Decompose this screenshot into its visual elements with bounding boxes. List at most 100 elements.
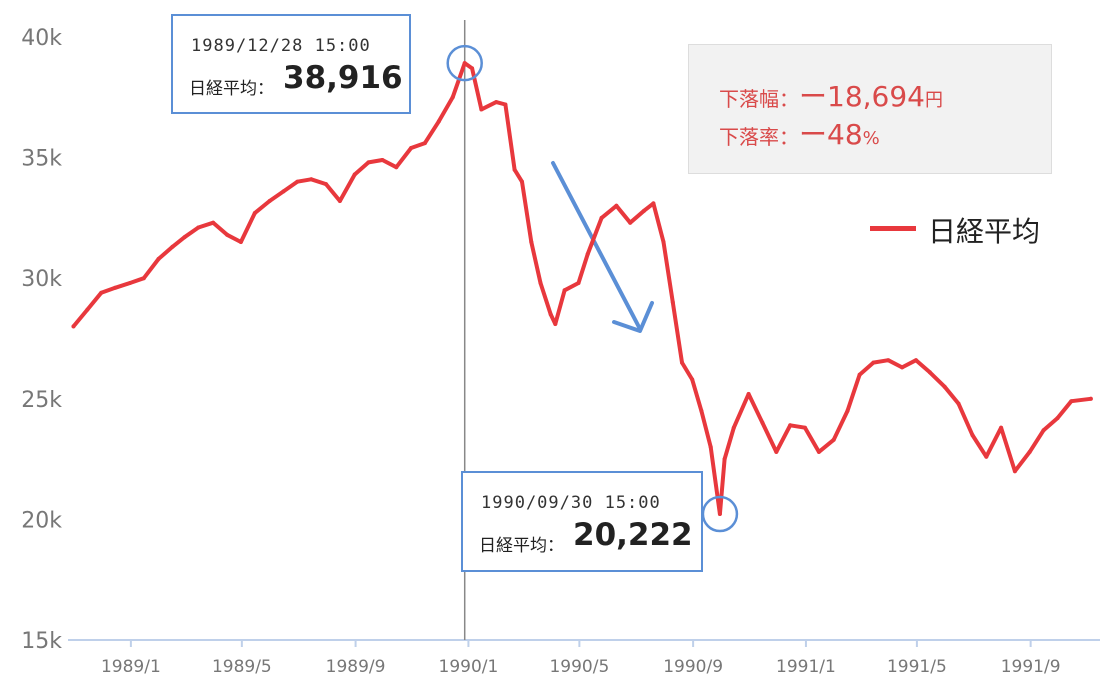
series-point [816,449,821,454]
series-point [85,307,90,312]
series-point [760,420,765,425]
series-point [380,158,385,162]
series-point [422,141,427,146]
series-point [211,220,216,225]
series-point [900,365,905,370]
series-point [113,285,118,290]
x-tick-label: 1990/9 [663,657,723,677]
series-point [529,240,534,244]
series-point [238,240,243,244]
series-point [548,312,553,317]
x-tick-label: 1989/9 [326,657,386,677]
series-point [871,360,876,365]
marker-circle [446,44,483,82]
series-point [562,288,567,293]
x-tick-label: 1990/5 [549,657,609,677]
drop-rate-value: ー48 [799,118,863,151]
series-point [774,449,779,454]
series-point [576,281,581,285]
series-point [156,256,161,261]
drop-amount-unit: 円 [924,90,943,111]
drop-amount-label: 下落幅： [719,87,799,111]
drop-rate-unit: % [862,128,880,149]
series-point [927,370,932,375]
series-point [831,437,836,442]
series-point [1012,469,1017,474]
series-point [71,324,76,329]
y-tick-label: 40k [21,26,62,51]
series-point [538,281,543,285]
series-point [1088,396,1093,401]
x-tick-label: 1989/1 [101,657,161,677]
series-point [394,165,399,170]
peak-callout: 1989/12/28 15:00 日経平均： 38,916 [171,14,411,114]
series-point [690,377,695,382]
series-point [722,457,727,462]
series-point [309,177,314,182]
series-point [196,225,201,230]
y-tick-label: 20k [21,508,62,533]
series-point [337,199,342,203]
series-point [845,408,850,413]
series-point [956,401,961,406]
series-point [661,240,666,244]
series-point [479,107,484,112]
series-point [99,290,104,295]
series-point [699,408,704,413]
y-tick-label: 15k [21,629,62,654]
series-point [520,179,524,184]
series-point [141,276,146,281]
series-point [614,203,619,208]
series-point [585,252,590,257]
series-point [999,425,1004,430]
series-point [984,454,989,459]
peak-value: 38,916 [283,60,403,96]
series-point [170,244,175,249]
legend-swatch [870,226,916,231]
tick-layer: 15k 20k 25k 30k 35k 40k 1989/1 1989/5 1989/9 1990… [21,26,1060,677]
series-point [267,199,272,203]
series-point [470,66,475,71]
series-point [1041,428,1046,433]
trough-value: 20,222 [573,517,693,553]
series-point [324,182,328,187]
series-point [436,119,441,124]
series-point [717,512,722,516]
series-point [503,102,508,107]
series-point [803,425,807,430]
y-tick-label: 35k [21,147,62,172]
series-point [914,358,918,363]
series-point [970,433,975,437]
drop-summary-box: 下落幅：ー18,694円 下落率：ー48% [688,44,1052,174]
series-point [1027,449,1032,454]
series-point [1069,399,1074,404]
peak-label: 日経平均： [189,79,274,99]
x-tick-label: 1991/1 [776,657,836,677]
series-point [857,372,862,377]
series-point [450,95,455,100]
series-point [651,201,656,206]
drop-rate-label: 下落率： [719,125,799,149]
down-trend-arrow-head [612,301,654,333]
peak-timestamp: 1989/12/28 15:00 [191,36,371,56]
y-tick-label: 25k [21,388,62,413]
y-tick-label: 30k [21,267,62,292]
series-point [281,189,286,194]
down-trend-arrow [551,161,642,331]
x-tick-label: 1989/5 [212,657,272,677]
series-point [295,179,300,184]
series-point [642,208,647,213]
series-point [352,172,357,177]
series-point [599,215,604,220]
series-point [252,211,257,216]
trough-label: 日経平均： [479,536,564,556]
series-point [628,220,633,225]
x-tick-label: 1990/1 [439,657,499,677]
drop-amount-value: ー18,694 [799,80,925,113]
legend-label: 日経平均 [928,215,1041,248]
series-point [409,146,414,150]
series-point [553,322,558,326]
trough-timestamp: 1990/09/30 15:00 [481,493,661,513]
series-point [225,232,230,237]
